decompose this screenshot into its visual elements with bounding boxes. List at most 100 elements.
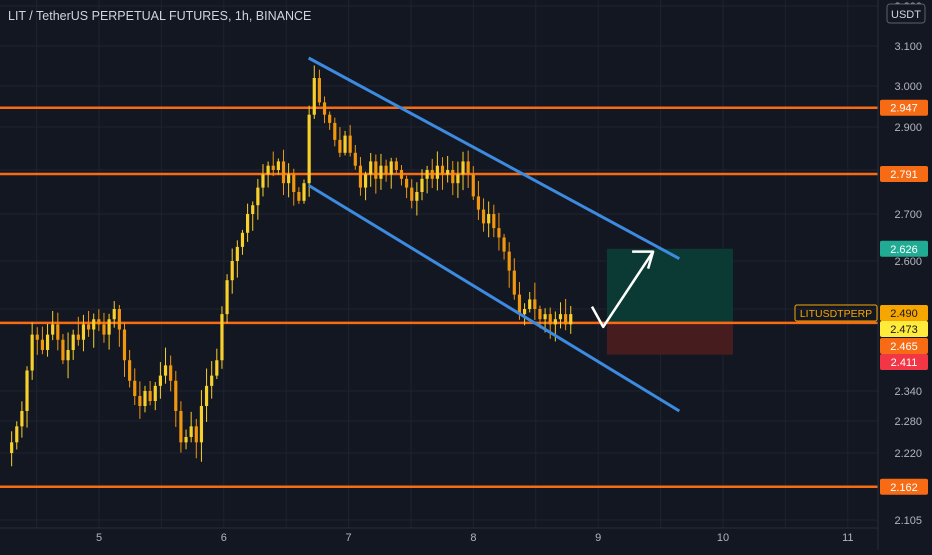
candle-body [502, 237, 506, 252]
candle [163, 347, 168, 384]
channel-upper-line [307, 56, 681, 260]
candle [271, 151, 275, 177]
candle [261, 164, 265, 197]
candle-body [322, 102, 327, 115]
candle-body [538, 309, 542, 320]
candle [425, 165, 429, 194]
candle [25, 366, 29, 428]
ticker-badge-bg [794, 304, 878, 322]
candle-body [497, 228, 501, 238]
candle [246, 203, 250, 242]
candle [235, 240, 239, 278]
candle-body [107, 319, 111, 335]
candle [384, 159, 388, 182]
price-badge: 2.465 [880, 338, 928, 354]
candle [333, 117, 337, 147]
price-badge: 2.626 [880, 240, 928, 257]
candle [446, 155, 450, 183]
candle [374, 154, 378, 194]
candle-body [174, 380, 178, 411]
candle [184, 429, 188, 450]
candle-body [487, 214, 491, 224]
candle [492, 204, 496, 238]
candle-body [61, 339, 65, 361]
candle-body [430, 170, 434, 179]
candle [256, 178, 260, 220]
candle [61, 333, 65, 365]
candle-body [261, 174, 265, 188]
candle [204, 368, 209, 422]
candle-body [143, 391, 147, 406]
candle-body [461, 161, 465, 175]
y-tick-label: 2.600 [894, 256, 922, 268]
candle [415, 182, 419, 216]
price-badge-bg [880, 478, 928, 495]
candle-body [256, 187, 260, 206]
y-tick-label: 2.700 [894, 209, 922, 221]
candle [194, 418, 198, 459]
candle-body [251, 205, 255, 214]
candle-body [128, 360, 132, 381]
candle-body [405, 178, 409, 188]
candle-body [466, 161, 470, 175]
candle-body [415, 192, 419, 201]
candle [81, 314, 86, 352]
price-badge: 2.473 [880, 321, 928, 337]
candle-body [45, 334, 50, 350]
candle [40, 326, 45, 355]
currency-button[interactable]: USDT [886, 3, 926, 24]
x-tick-label: 8 [470, 532, 476, 544]
candle [456, 161, 460, 198]
projection-arrow-path [590, 250, 655, 329]
candle [353, 145, 357, 170]
candle-body [76, 334, 80, 340]
candle-body [456, 174, 460, 184]
candle-body [189, 426, 193, 437]
price-badge: 2.791 [880, 165, 928, 182]
candle [220, 306, 224, 369]
candle [328, 111, 332, 130]
candle-body [363, 174, 368, 188]
candle [215, 348, 219, 380]
candle [138, 381, 142, 419]
stop-zone [606, 322, 733, 355]
candle-body [528, 299, 532, 309]
ticker-badge-label: LITUSDTPERP [800, 308, 872, 320]
candle [10, 431, 14, 467]
candle-body [148, 391, 152, 401]
candle [476, 180, 481, 220]
candle [281, 149, 286, 196]
candle-body [507, 251, 511, 271]
candle-body [122, 329, 127, 361]
price-badge-label: 2.162 [890, 482, 918, 494]
x-tick-label: 10 [717, 532, 729, 544]
candle [240, 229, 245, 255]
candle [461, 151, 465, 191]
candle-body [20, 411, 24, 427]
candle [51, 310, 55, 341]
candle-body [481, 209, 486, 224]
candle [322, 96, 327, 124]
price-badge-bg [880, 165, 928, 182]
candle-body [40, 339, 45, 350]
candle-body [30, 334, 34, 371]
candle-body [553, 319, 557, 325]
candle-body [492, 214, 496, 229]
candle [507, 242, 511, 288]
position-zones [606, 248, 733, 355]
candle [174, 370, 178, 427]
x-tick-label: 7 [346, 532, 352, 544]
candle [481, 198, 486, 232]
x-tick-label: 5 [96, 532, 102, 544]
candle [379, 153, 383, 190]
y-tick-label: 2.900 [894, 122, 922, 134]
candle-body [81, 324, 86, 340]
candle [179, 401, 183, 453]
candle [15, 421, 19, 450]
horizontal-levels [0, 106, 878, 489]
candle [153, 382, 157, 411]
candle-body [25, 370, 29, 411]
